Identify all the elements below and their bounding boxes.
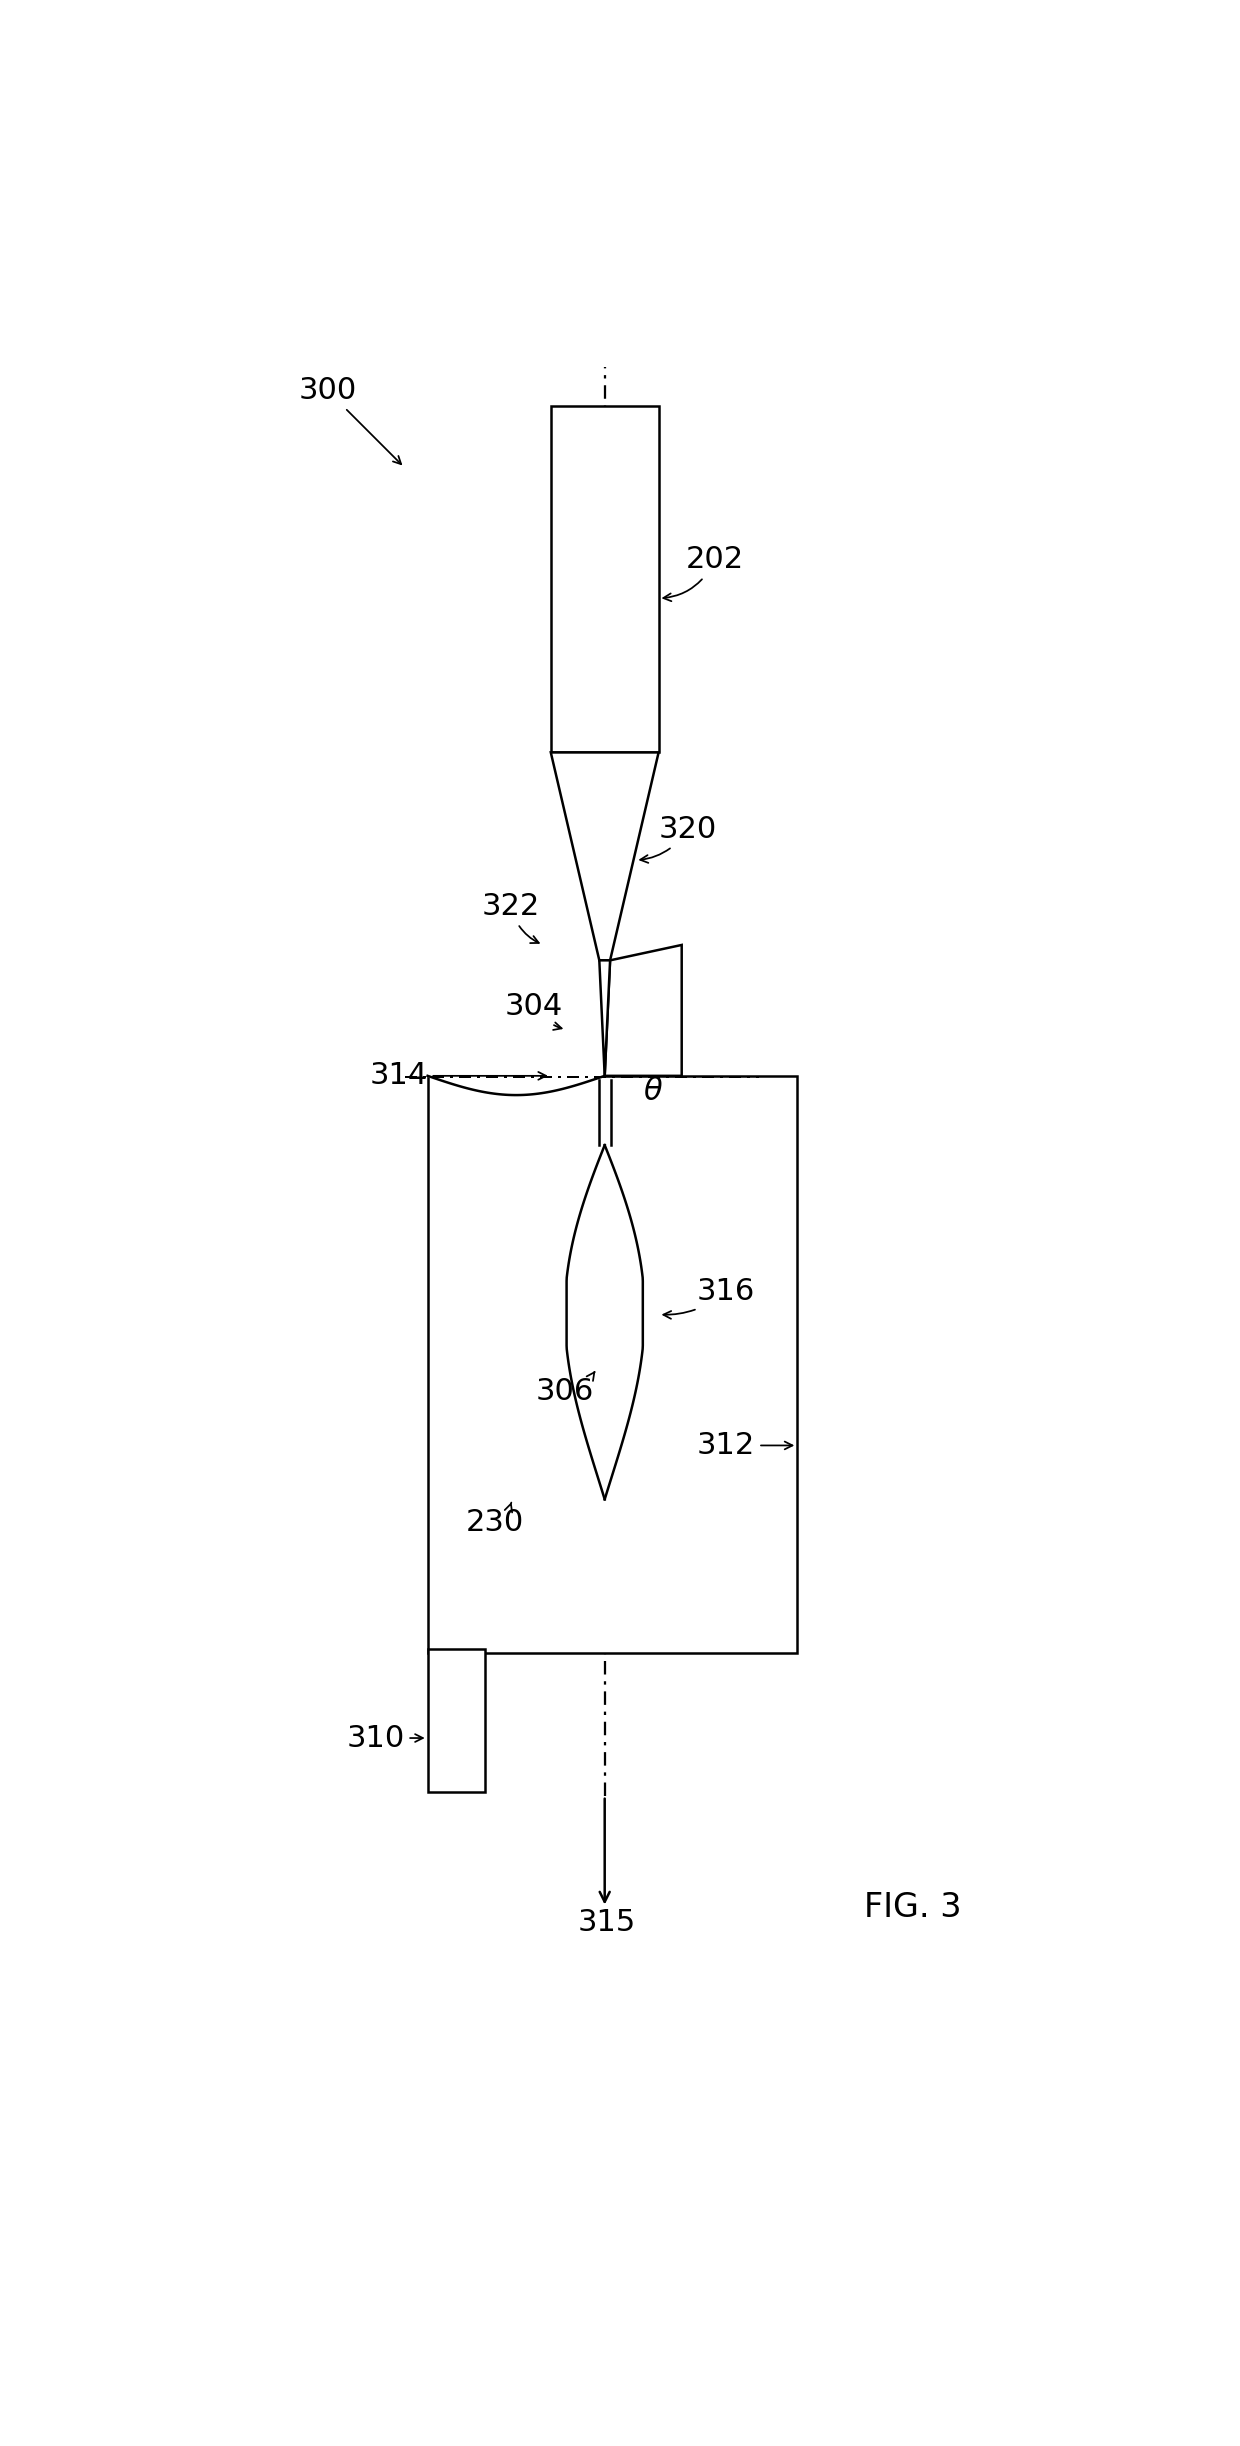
Text: 306: 306 — [536, 1372, 595, 1406]
Polygon shape — [599, 961, 610, 1076]
Text: 314: 314 — [370, 1062, 546, 1091]
Text: 304: 304 — [505, 993, 563, 1030]
Polygon shape — [605, 944, 682, 1076]
Text: 322: 322 — [481, 893, 539, 944]
Text: 202: 202 — [663, 545, 744, 602]
Text: 312: 312 — [697, 1431, 792, 1460]
Text: 230: 230 — [466, 1502, 525, 1536]
Text: 320: 320 — [640, 815, 717, 863]
Text: FIG. 3: FIG. 3 — [864, 1891, 961, 1925]
Text: 300: 300 — [299, 377, 402, 465]
Text: 315: 315 — [578, 1908, 636, 1937]
Text: 310: 310 — [346, 1724, 423, 1751]
Text: θ: θ — [644, 1076, 662, 1106]
Bar — [428, 1076, 797, 1653]
Bar — [428, 1649, 485, 1793]
Bar — [551, 406, 658, 753]
Text: 316: 316 — [663, 1277, 755, 1318]
Polygon shape — [551, 753, 658, 961]
